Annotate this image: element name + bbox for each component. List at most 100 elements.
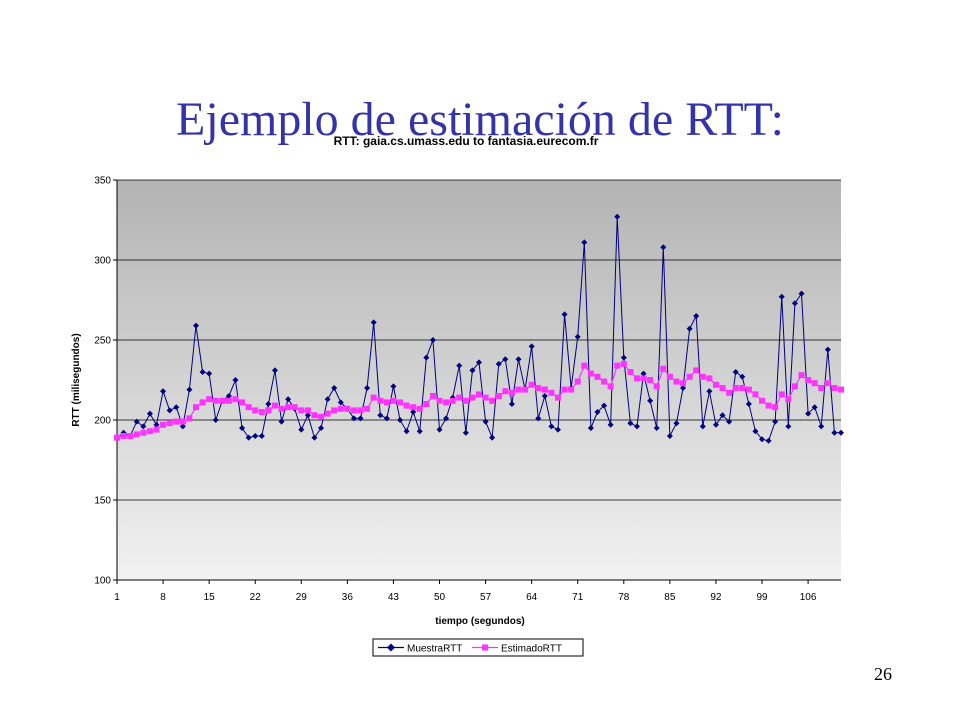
point-muestrartt xyxy=(443,415,450,422)
point-muestrartt xyxy=(173,404,180,411)
point-estimadortt xyxy=(666,373,673,380)
legend-label-muestra: MuestraRTT xyxy=(407,644,462,655)
point-muestrartt xyxy=(397,417,404,423)
point-muestrartt xyxy=(772,418,779,425)
point-muestrartt xyxy=(350,415,357,422)
point-estimadortt xyxy=(759,397,766,404)
x-tick-label: 43 xyxy=(388,592,400,603)
point-muestrartt xyxy=(239,425,246,431)
point-muestrartt xyxy=(633,423,640,430)
point-estimadortt xyxy=(265,407,272,414)
point-estimadortt xyxy=(831,385,838,391)
point-estimadortt xyxy=(278,405,285,412)
point-muestrartt xyxy=(824,346,831,353)
point-estimadortt xyxy=(805,377,812,383)
point-estimadortt xyxy=(469,394,476,401)
point-muestrartt xyxy=(653,425,660,431)
point-estimadortt xyxy=(561,386,568,393)
point-muestrartt xyxy=(304,412,311,419)
point-muestrartt xyxy=(620,354,627,361)
point-muestrartt xyxy=(265,401,272,407)
point-muestrartt xyxy=(206,370,213,377)
point-muestrartt xyxy=(410,409,417,415)
point-estimadortt xyxy=(620,361,627,367)
point-estimadortt xyxy=(429,393,436,399)
point-muestrartt xyxy=(712,421,719,428)
point-muestrartt xyxy=(423,354,430,361)
legend-marker-muestra-icon xyxy=(387,643,395,652)
x-tick-label: 36 xyxy=(342,592,354,603)
point-muestrartt xyxy=(482,418,489,425)
point-estimadortt xyxy=(192,404,199,411)
point-estimadortt xyxy=(548,389,555,396)
point-muestrartt xyxy=(476,359,482,366)
point-estimadortt xyxy=(436,397,443,404)
point-estimadortt xyxy=(462,397,469,404)
point-estimadortt xyxy=(324,410,331,417)
point-estimadortt xyxy=(239,399,246,406)
point-muestrartt xyxy=(245,434,252,441)
point-muestrartt xyxy=(541,393,548,399)
point-estimadortt xyxy=(502,388,509,395)
point-estimadortt xyxy=(271,402,278,409)
point-estimadortt xyxy=(640,375,647,382)
point-estimadortt xyxy=(304,407,311,414)
point-estimadortt xyxy=(719,385,726,391)
point-estimadortt xyxy=(653,383,660,390)
point-muestrartt xyxy=(212,417,219,423)
x-tick-label: 57 xyxy=(480,592,492,603)
point-estimadortt xyxy=(535,385,542,391)
point-estimadortt xyxy=(824,380,831,387)
point-estimadortt xyxy=(752,391,759,398)
point-muestrartt xyxy=(318,425,325,431)
point-estimadortt xyxy=(587,370,594,377)
y-tick-label: 350 xyxy=(94,176,111,187)
point-estimadortt xyxy=(410,404,417,411)
point-estimadortt xyxy=(397,399,404,406)
point-muestrartt xyxy=(186,386,193,393)
point-estimadortt xyxy=(811,380,818,387)
point-muestrartt xyxy=(489,434,496,441)
point-muestrartt xyxy=(627,420,634,427)
point-muestrartt xyxy=(719,412,726,419)
point-estimadortt xyxy=(390,397,397,404)
point-muestrartt xyxy=(285,396,292,403)
point-estimadortt xyxy=(298,407,305,414)
point-estimadortt xyxy=(778,391,785,398)
point-estimadortt xyxy=(508,389,515,396)
point-estimadortt xyxy=(791,383,798,390)
point-muestrartt xyxy=(383,415,390,422)
point-estimadortt xyxy=(594,373,601,380)
point-estimadortt xyxy=(383,399,390,406)
point-muestrartt xyxy=(581,239,588,246)
point-estimadortt xyxy=(212,397,219,404)
point-estimadortt xyxy=(765,402,772,409)
point-muestrartt xyxy=(647,397,654,404)
point-estimadortt xyxy=(179,418,186,425)
point-estimadortt xyxy=(838,386,844,393)
point-estimadortt xyxy=(370,394,377,401)
point-muestrartt xyxy=(199,369,206,375)
point-estimadortt xyxy=(364,405,371,412)
point-estimadortt xyxy=(225,397,232,404)
point-muestrartt xyxy=(594,409,601,415)
x-tick-label: 1 xyxy=(114,592,120,603)
point-estimadortt xyxy=(686,373,693,380)
point-muestrartt xyxy=(548,423,555,430)
point-muestrartt xyxy=(535,415,542,422)
point-muestrartt xyxy=(311,434,318,441)
point-muestrartt xyxy=(614,213,621,220)
point-muestrartt xyxy=(436,426,443,433)
point-estimadortt xyxy=(456,394,463,401)
point-muestrartt xyxy=(765,437,772,444)
point-estimadortt xyxy=(133,431,140,438)
point-muestrartt xyxy=(331,385,338,391)
point-muestrartt xyxy=(462,429,469,436)
point-estimadortt xyxy=(252,407,259,414)
point-estimadortt xyxy=(173,418,180,425)
point-estimadortt xyxy=(568,386,575,393)
point-muestrartt xyxy=(838,429,844,436)
point-muestrartt xyxy=(673,420,680,427)
point-muestrartt xyxy=(370,319,377,326)
point-muestrartt xyxy=(798,290,805,297)
